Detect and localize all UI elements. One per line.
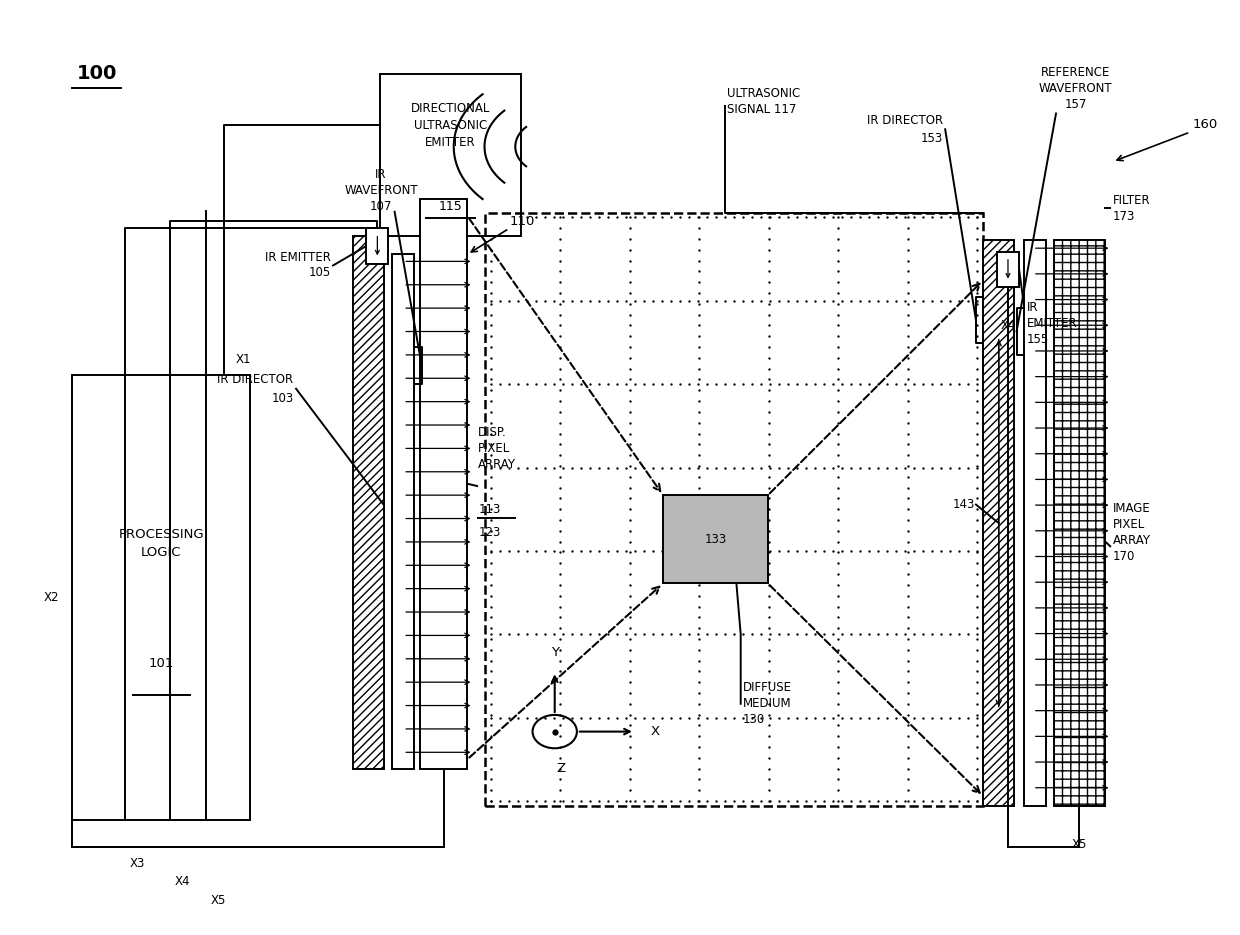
- Text: 153: 153: [920, 132, 942, 145]
- Text: 143: 143: [952, 498, 975, 511]
- Text: Z: Z: [557, 762, 565, 775]
- Text: 123: 123: [479, 525, 501, 539]
- Bar: [485, 212, 983, 806]
- Text: X3: X3: [130, 856, 145, 870]
- Text: 115: 115: [439, 200, 463, 213]
- Text: X4: X4: [175, 875, 190, 888]
- Text: 110: 110: [510, 215, 534, 228]
- Text: DISP.
PIXEL
ARRAY: DISP. PIXEL ARRAY: [479, 426, 516, 471]
- Bar: [392, 254, 414, 769]
- Bar: [997, 252, 1019, 287]
- Text: 100: 100: [77, 65, 117, 83]
- Bar: [352, 236, 383, 769]
- Text: 103: 103: [272, 392, 294, 405]
- Text: X1: X1: [236, 352, 252, 366]
- Text: X5: X5: [211, 894, 226, 907]
- Text: 113: 113: [479, 503, 501, 516]
- Bar: [1054, 240, 1105, 806]
- Bar: [663, 496, 768, 583]
- Text: DIRECTIONAL
ULTRASONIC
EMITTER: DIRECTIONAL ULTRASONIC EMITTER: [410, 102, 490, 149]
- Text: REFERENCE
WAVEFRONT
157: REFERENCE WAVEFRONT 157: [1039, 65, 1112, 110]
- Bar: [366, 228, 388, 264]
- Text: X: X: [651, 726, 660, 738]
- Text: 105: 105: [309, 266, 331, 280]
- Text: X2: X2: [45, 591, 60, 604]
- Text: PROCESSING
LOGIC: PROCESSING LOGIC: [118, 528, 205, 559]
- Text: IR DIRECTOR: IR DIRECTOR: [217, 373, 294, 386]
- Text: 133: 133: [704, 533, 727, 546]
- Text: Y: Y: [551, 646, 559, 659]
- Text: IR
EMITTER
155: IR EMITTER 155: [1027, 301, 1078, 346]
- Text: 160: 160: [1193, 118, 1218, 131]
- Text: X4: X4: [1001, 319, 1016, 332]
- Bar: [1024, 240, 1047, 806]
- Bar: [420, 199, 467, 769]
- Text: 101: 101: [149, 657, 174, 670]
- Text: DIFFUSE
MEDIUM
130: DIFFUSE MEDIUM 130: [743, 682, 792, 726]
- Text: FILTER
173: FILTER 173: [1112, 194, 1151, 223]
- Bar: [983, 240, 1014, 806]
- Bar: [72, 375, 250, 820]
- Text: IR EMITTER: IR EMITTER: [264, 251, 331, 264]
- Text: IR DIRECTOR: IR DIRECTOR: [867, 113, 942, 126]
- Bar: [379, 74, 522, 236]
- Text: ULTRASONIC
SIGNAL 117: ULTRASONIC SIGNAL 117: [727, 87, 800, 116]
- Text: IR
WAVEFRONT
107: IR WAVEFRONT 107: [345, 167, 418, 212]
- Text: X5: X5: [1071, 838, 1087, 851]
- Text: IMAGE
PIXEL
ARRAY
170: IMAGE PIXEL ARRAY 170: [1112, 502, 1151, 563]
